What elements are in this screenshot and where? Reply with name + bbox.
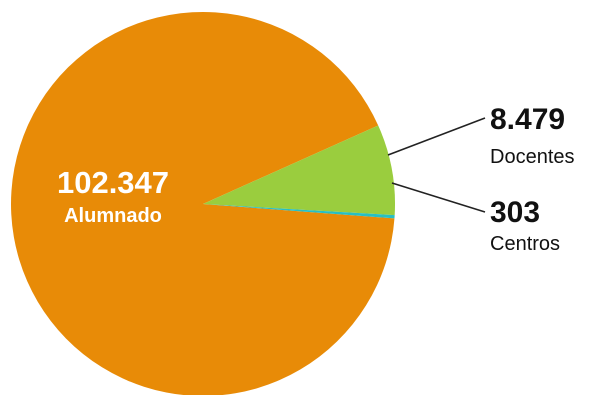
- leader-line-centros: [391, 182, 486, 213]
- category-label-centros: Centros: [490, 233, 560, 255]
- pie-slices: [11, 12, 396, 395]
- value-label-centros: 303: [490, 196, 540, 229]
- value-label-docentes: 8.479: [490, 103, 565, 136]
- pie-slice-alumnado: [11, 12, 395, 395]
- category-label-alumnado: Alumnado: [64, 205, 162, 227]
- leader-line-docentes: [387, 117, 486, 156]
- pie-slice-centros: [203, 204, 395, 219]
- value-label-alumnado: 102.347: [57, 165, 169, 200]
- category-label-docentes: Docentes: [490, 146, 575, 168]
- data-labels: 102.347 Alumnado 8.479 Docentes 303 Centros: [57, 103, 575, 255]
- leader-lines: [387, 117, 486, 213]
- pie-slice-docentes: [203, 125, 396, 216]
